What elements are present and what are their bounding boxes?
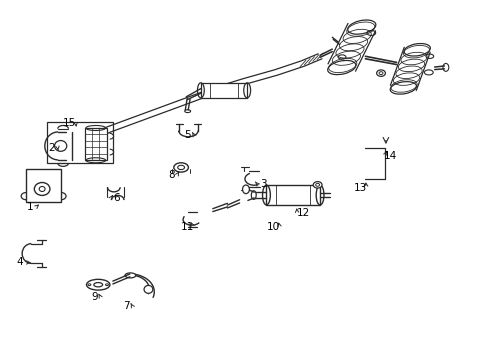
Text: 5: 5: [184, 130, 191, 140]
Ellipse shape: [125, 273, 136, 278]
Ellipse shape: [313, 181, 322, 188]
Bar: [201, 83, 246, 98]
Text: 12: 12: [296, 208, 309, 218]
Bar: [266, 185, 320, 205]
Ellipse shape: [173, 163, 188, 172]
Bar: [47, 122, 113, 163]
Bar: [84, 128, 106, 160]
Text: 14: 14: [384, 150, 397, 161]
Text: 9: 9: [91, 292, 98, 302]
Text: 6: 6: [113, 193, 120, 203]
Text: 15: 15: [63, 118, 77, 128]
Ellipse shape: [86, 279, 110, 290]
Ellipse shape: [251, 191, 256, 199]
Text: 10: 10: [266, 222, 280, 231]
Text: 3: 3: [259, 179, 266, 189]
Ellipse shape: [144, 285, 153, 293]
Text: 13: 13: [353, 183, 366, 193]
Ellipse shape: [242, 185, 249, 194]
Bar: [26, 169, 61, 202]
Text: 1: 1: [26, 202, 33, 212]
Text: 7: 7: [123, 301, 129, 311]
Text: 8: 8: [168, 170, 174, 180]
Text: 2: 2: [48, 143, 55, 153]
Text: 11: 11: [180, 222, 193, 231]
Text: 4: 4: [17, 257, 23, 267]
